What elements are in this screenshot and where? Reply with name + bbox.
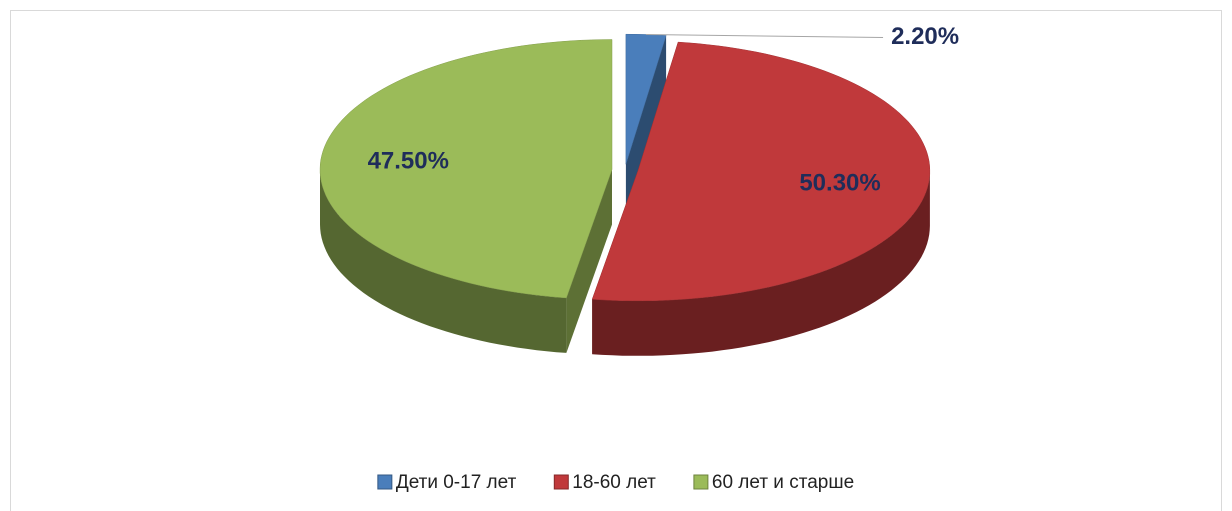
legend-label: 60 лет и старше [712,472,854,493]
legend: Дети 0-17 лет 18-60 лет 60 лет и старше [377,472,854,493]
data-label: 2.20% [891,23,959,50]
legend-swatch [553,474,569,490]
slice-tops [319,33,931,302]
slice-side [320,169,567,353]
leader-line [646,34,884,39]
data-label: 50.30% [799,170,880,197]
slice [591,41,931,302]
data-label: 47.50% [368,148,449,175]
legend-label: 18-60 лет [572,472,656,493]
slice [319,39,613,299]
legend-label: Дети 0-17 лет [396,472,517,493]
legend-swatch [377,474,393,490]
slice-cut-face [566,169,612,353]
slice-side [592,170,930,356]
slice-cut-face [625,35,667,220]
legend-item: 60 лет и старше [693,472,854,493]
legend-item: 18-60 лет [553,472,656,493]
legend-swatch [693,474,709,490]
data-labels: 2.20% 50.30% 47.50% [368,23,960,197]
legend-item: Дети 0-17 лет [377,472,517,493]
